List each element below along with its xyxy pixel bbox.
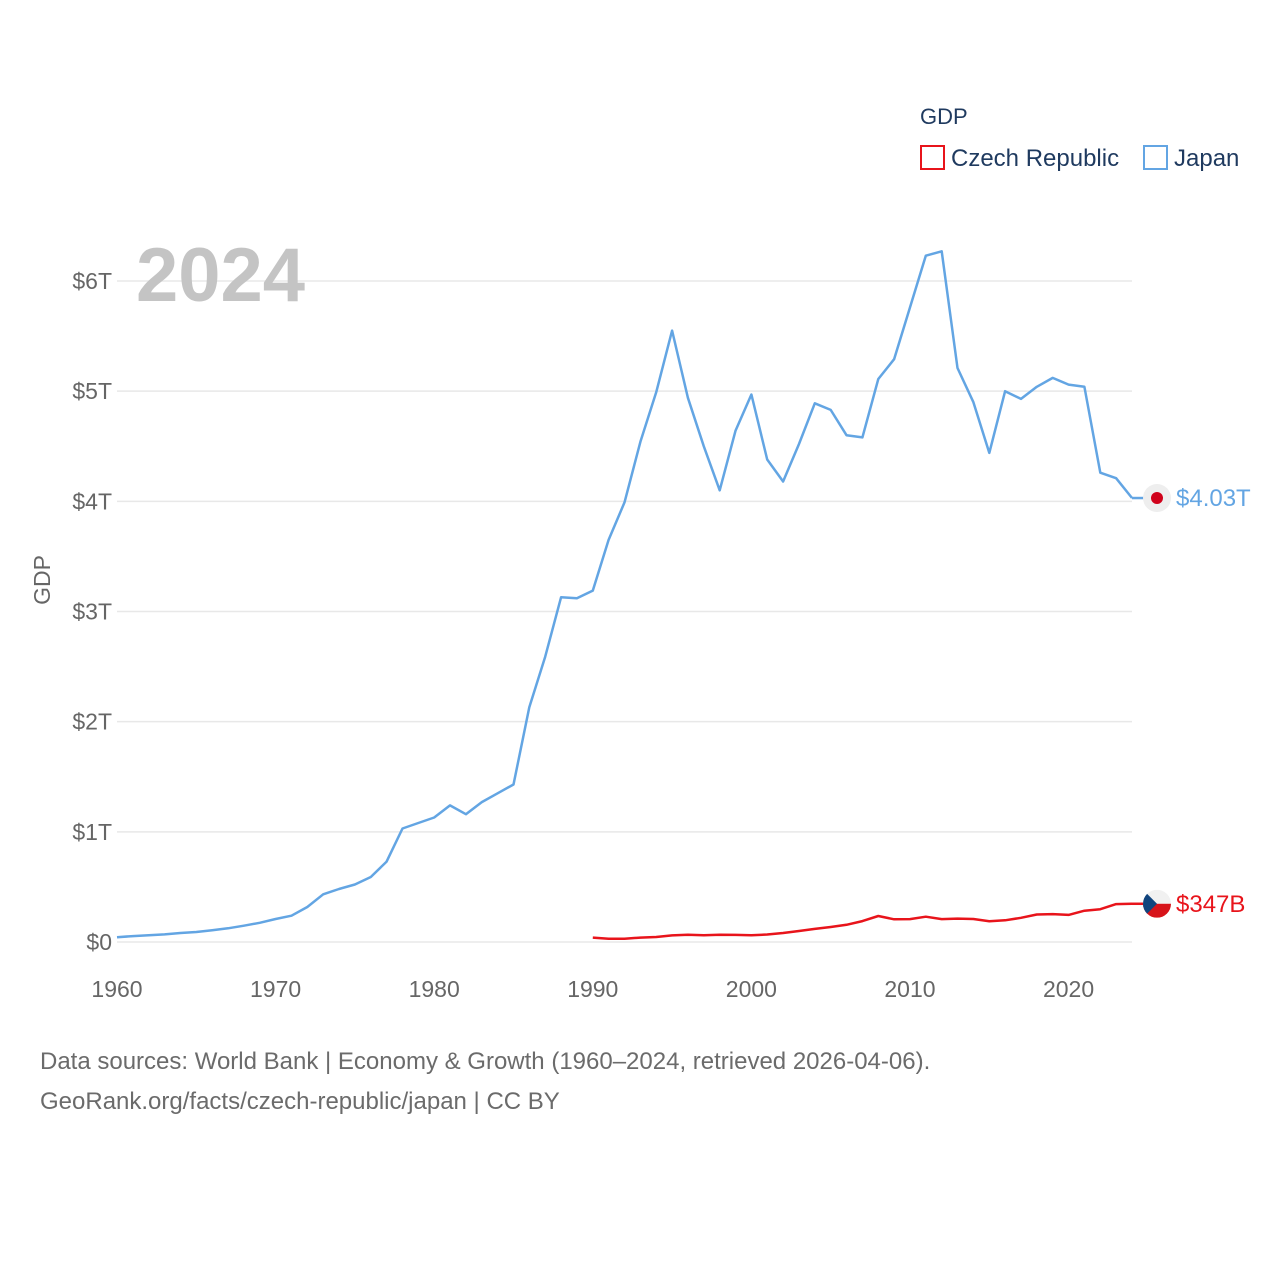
legend-label-japan: Japan	[1174, 145, 1239, 172]
x-tick-label: 2010	[884, 976, 935, 1002]
y-axis-title: GDP	[29, 555, 55, 605]
x-tick-label: 1970	[250, 976, 301, 1002]
czech-flag-icon	[1143, 889, 1171, 918]
japan-flag-sun	[1151, 492, 1163, 505]
y-tick-label: $1T	[72, 819, 112, 845]
x-axis-ticks: 1960 1970 1980 1990 2000 2010 2020	[91, 976, 1094, 1002]
footer: Data sources: World Bank | Economy & Gro…	[40, 1042, 1240, 1122]
legend-title: GDP	[920, 104, 968, 129]
series-end-marker-japan	[1143, 484, 1171, 513]
y-tick-label: $5T	[72, 378, 112, 404]
series-line-japan	[116, 250, 1133, 939]
y-tick-label: $2T	[72, 709, 112, 735]
czech-flag-blue	[1143, 889, 1157, 918]
legend: GDP Czech Republic Japan	[920, 104, 1239, 172]
y-tick-label: $6T	[72, 268, 112, 294]
x-tick-label: 2000	[726, 976, 777, 1002]
legend-item-czech-republic[interactable]: Czech Republic	[920, 145, 1119, 172]
series-end-markers: $347B $4.03T	[1143, 484, 1251, 918]
footer-sources: Data sources: World Bank | Economy & Gro…	[40, 1048, 931, 1075]
legend-swatch-japan	[1143, 145, 1168, 170]
y-tick-label: $0	[86, 929, 112, 955]
x-tick-label: 1960	[91, 976, 142, 1002]
footer-link[interactable]: GeoRank.org/facts/czech-republic/japan |…	[40, 1088, 560, 1115]
year-label: 2024	[136, 233, 305, 318]
series-lines	[116, 250, 1145, 940]
x-tick-label: 1980	[409, 976, 460, 1002]
x-tick-label: 2020	[1043, 976, 1094, 1002]
series-end-marker-czech-republic	[1143, 889, 1171, 918]
x-tick-label: 1990	[567, 976, 618, 1002]
series-line-czech-republic	[592, 902, 1133, 940]
y-tick-label: $3T	[72, 599, 112, 625]
legend-swatch-czech-republic	[920, 145, 945, 170]
y-axis-ticks: $0 $1T $2T $3T $4T $5T $6T	[72, 268, 112, 955]
legend-label-czech-republic: Czech Republic	[951, 145, 1119, 172]
y-tick-label: $4T	[72, 488, 112, 514]
end-value-label-czech-republic: $347B	[1176, 891, 1245, 918]
end-value-label-japan: $4.03T	[1176, 485, 1251, 512]
legend-item-japan[interactable]: Japan	[1143, 145, 1239, 172]
gridlines	[117, 280, 1132, 943]
